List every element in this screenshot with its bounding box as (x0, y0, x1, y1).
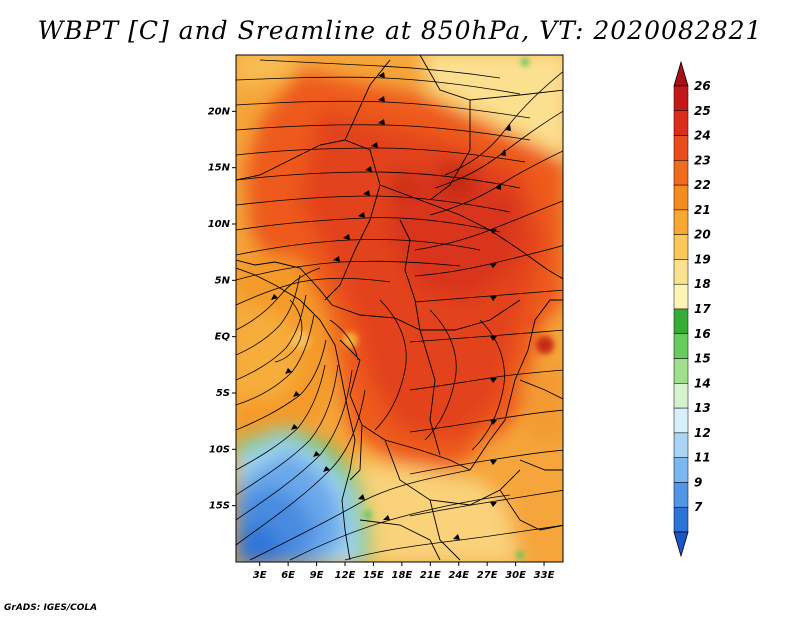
colorbar-label: 13 (694, 401, 711, 415)
colorbar-segment (673, 457, 689, 483)
colorbar-segment (673, 506, 689, 533)
colorbar-segment (673, 407, 689, 434)
colorbar-label: 25 (694, 104, 711, 118)
colorbar-label: 17 (694, 302, 711, 316)
colorbar-segment (673, 283, 689, 310)
colorbar-label: 16 (694, 327, 711, 341)
colorbar-max-triangle (673, 60, 689, 87)
colorbar-label: 15 (694, 352, 711, 366)
lon-tick-label: 6E (281, 570, 295, 581)
colorbar-label: 21 (694, 203, 711, 217)
country-borders (236, 55, 563, 561)
colorbar-label: 14 (694, 376, 711, 390)
colorbar-segment (673, 383, 689, 409)
colorbar-segment (673, 482, 689, 508)
lon-tick-label: 3E (253, 570, 267, 581)
colorbar-label: 22 (694, 178, 711, 192)
lon-tick-label: 21E (420, 570, 441, 581)
colorbar-label: 11 (694, 451, 711, 465)
latitude-axis: 20N 15N 10N 5N EQ 5S 10S 15S (208, 106, 236, 512)
colorbar-segment (673, 110, 689, 136)
lat-tick-label: EQ (215, 332, 231, 343)
streamline-arrows (271, 72, 511, 540)
lat-tick-label: 10N (208, 219, 231, 230)
lat-tick-label: 20N (208, 106, 231, 117)
colorbar-segment (673, 160, 689, 186)
lon-tick-label: 27E (477, 570, 498, 581)
lon-tick-label: 24E (448, 570, 469, 581)
colorbar-segment (673, 432, 689, 458)
lat-tick-label: 5S (216, 388, 230, 399)
colorbar-segment (673, 333, 689, 359)
colorbar-segment (673, 358, 689, 384)
lon-tick-label: 30E (505, 570, 526, 581)
longitude-axis: 3E 6E 9E 12E 15E 18E 21E 24E 27E 30E 33E (253, 562, 555, 581)
colorbar-label: 12 (694, 426, 711, 440)
colorbar-label: 18 (694, 277, 711, 291)
colorbar-label: 24 (694, 129, 711, 143)
colorbar-segment (673, 234, 689, 260)
colorbar-label: 23 (694, 153, 711, 167)
colorbar-segment (673, 209, 689, 235)
colorbar-segment (673, 259, 689, 285)
grads-credit: GrADS: IGES/COLA (4, 603, 98, 613)
colorbar-segment (673, 135, 689, 161)
wbpt-shaded-field (236, 55, 563, 562)
colorbar-segment (673, 308, 689, 335)
lon-tick-label: 18E (391, 570, 412, 581)
colorbar-label: 9 (694, 475, 702, 489)
lon-tick-label: 12E (335, 570, 356, 581)
colorbar-segment (673, 85, 689, 112)
lat-tick-label: 10S (209, 444, 230, 455)
colorbar-min-triangle (673, 531, 689, 558)
colorbar-label: 19 (694, 252, 711, 266)
map-title: WBPT [C] and Sreamline at 850hPa, VT: 20… (37, 16, 763, 45)
map-frame (235, 54, 564, 563)
color-scale-bar: 26 25 24 23 22 21 20 19 18 17 16 15 14 13 12 11 9 7 (673, 60, 711, 558)
colorbar-label: 26 (694, 79, 711, 93)
lat-tick-label: 15N (208, 163, 231, 174)
lat-tick-label: 5N (215, 275, 231, 286)
lat-tick-label: 15S (209, 501, 230, 512)
colorbar-segment (673, 184, 689, 211)
lon-tick-label: 9E (310, 570, 324, 581)
lon-tick-label: 15E (363, 570, 384, 581)
colorbar-label: 7 (694, 500, 703, 514)
lon-tick-label: 33E (534, 570, 555, 581)
colorbar-label: 20 (694, 228, 711, 242)
